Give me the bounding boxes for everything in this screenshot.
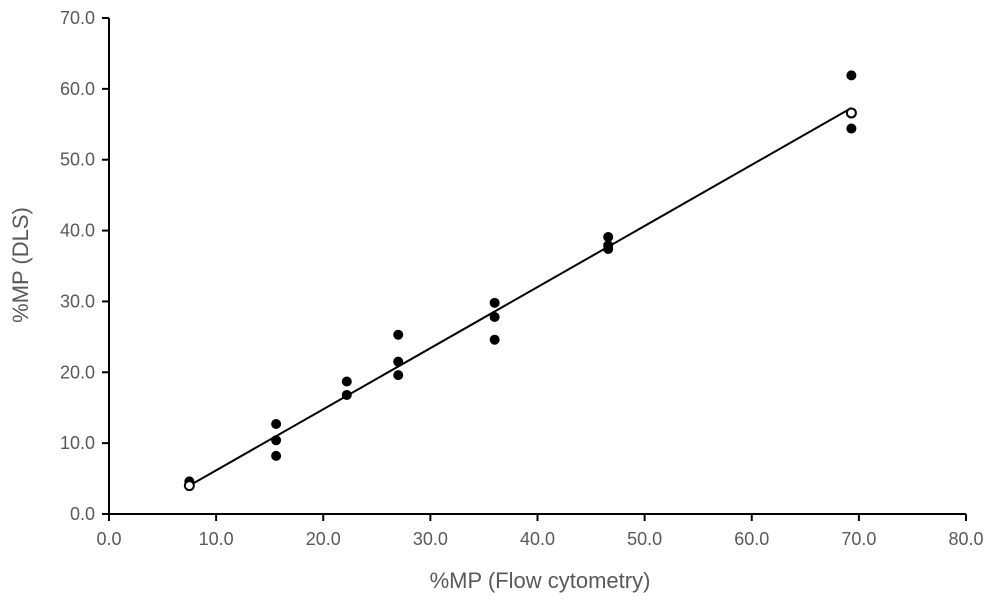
data-point (271, 435, 282, 446)
x-tick-label: 80.0 (948, 529, 983, 549)
data-point (846, 70, 857, 81)
x-tick-label: 0.0 (96, 529, 121, 549)
data-point (603, 243, 614, 254)
trendline-group (188, 107, 852, 487)
data-point (341, 389, 352, 400)
mean-point (845, 107, 857, 119)
data-points (183, 70, 857, 492)
x-tick-label: 70.0 (841, 529, 876, 549)
data-point (603, 231, 614, 242)
data-point (393, 329, 404, 340)
x-tick-label: 40.0 (520, 529, 555, 549)
y-tick-label: 60.0 (60, 79, 95, 99)
data-point (846, 123, 857, 134)
trendline (188, 107, 852, 487)
data-point (271, 419, 282, 430)
mean-point (183, 480, 195, 492)
y-tick-label: 0.0 (70, 504, 95, 524)
y-tick-label: 30.0 (60, 291, 95, 311)
y-axis-title: %MP (DLS) (8, 207, 33, 323)
y-tick-label: 70.0 (60, 8, 95, 28)
y-tick-label: 40.0 (60, 221, 95, 241)
data-point (393, 356, 404, 367)
x-axis-title: %MP (Flow cytometry) (430, 568, 651, 593)
x-tick-label: 20.0 (306, 529, 341, 549)
y-tick-label: 10.0 (60, 433, 95, 453)
y-tick-label: 50.0 (60, 150, 95, 170)
y-axis: 0.0 10.0 20.0 30.0 40.0 50.0 60.0 70.0 (60, 8, 110, 524)
x-tick-label: 60.0 (734, 529, 769, 549)
data-point (489, 334, 500, 345)
x-tick-label: 30.0 (413, 529, 448, 549)
y-tick-label: 20.0 (60, 362, 95, 382)
data-point (489, 297, 500, 308)
x-tick-label: 50.0 (627, 529, 662, 549)
x-tick-label: 10.0 (199, 529, 234, 549)
data-point (341, 376, 352, 387)
x-axis: 0.0 10.0 20.0 30.0 40.0 50.0 60.0 70.0 80.0 (96, 513, 984, 549)
data-point (271, 450, 282, 461)
data-point (393, 370, 404, 381)
data-point (489, 312, 500, 323)
